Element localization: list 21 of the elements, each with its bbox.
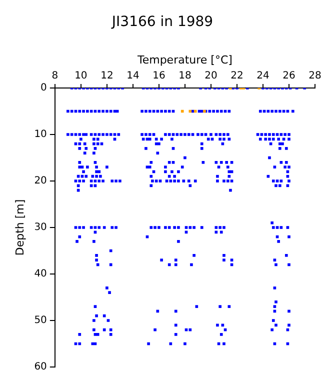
x-tick-label: 10 <box>74 70 88 82</box>
y-tick-label: 40 <box>34 268 47 280</box>
x-tick-label: 20 <box>204 70 218 82</box>
x-tick-label: 26 <box>282 70 296 82</box>
chart-title: JI3166 in 1989 <box>110 14 214 30</box>
y-tick-label: 10 <box>34 129 47 140</box>
x-tick-label: 28 <box>308 70 322 82</box>
y-tick-label: 50 <box>34 315 47 326</box>
x-axis-title: Temperature [°C] <box>136 53 232 66</box>
y-tick-label: 20 <box>34 176 47 187</box>
y-tick-label: 0 <box>40 82 47 94</box>
y-axis-title: Depth [m] <box>13 199 26 256</box>
x-tick-label: 24 <box>256 70 270 82</box>
x-tick-label: 8 <box>52 70 58 82</box>
x-tick-label: 22 <box>230 70 244 82</box>
x-tick-label: 18 <box>178 70 192 82</box>
y-tick-label: 30 <box>34 222 47 234</box>
x-tick-label: 12 <box>100 70 114 82</box>
y-tick-label: 60 <box>34 362 47 373</box>
x-tick-label: 16 <box>152 70 166 82</box>
x-tick-label: 14 <box>126 70 140 82</box>
